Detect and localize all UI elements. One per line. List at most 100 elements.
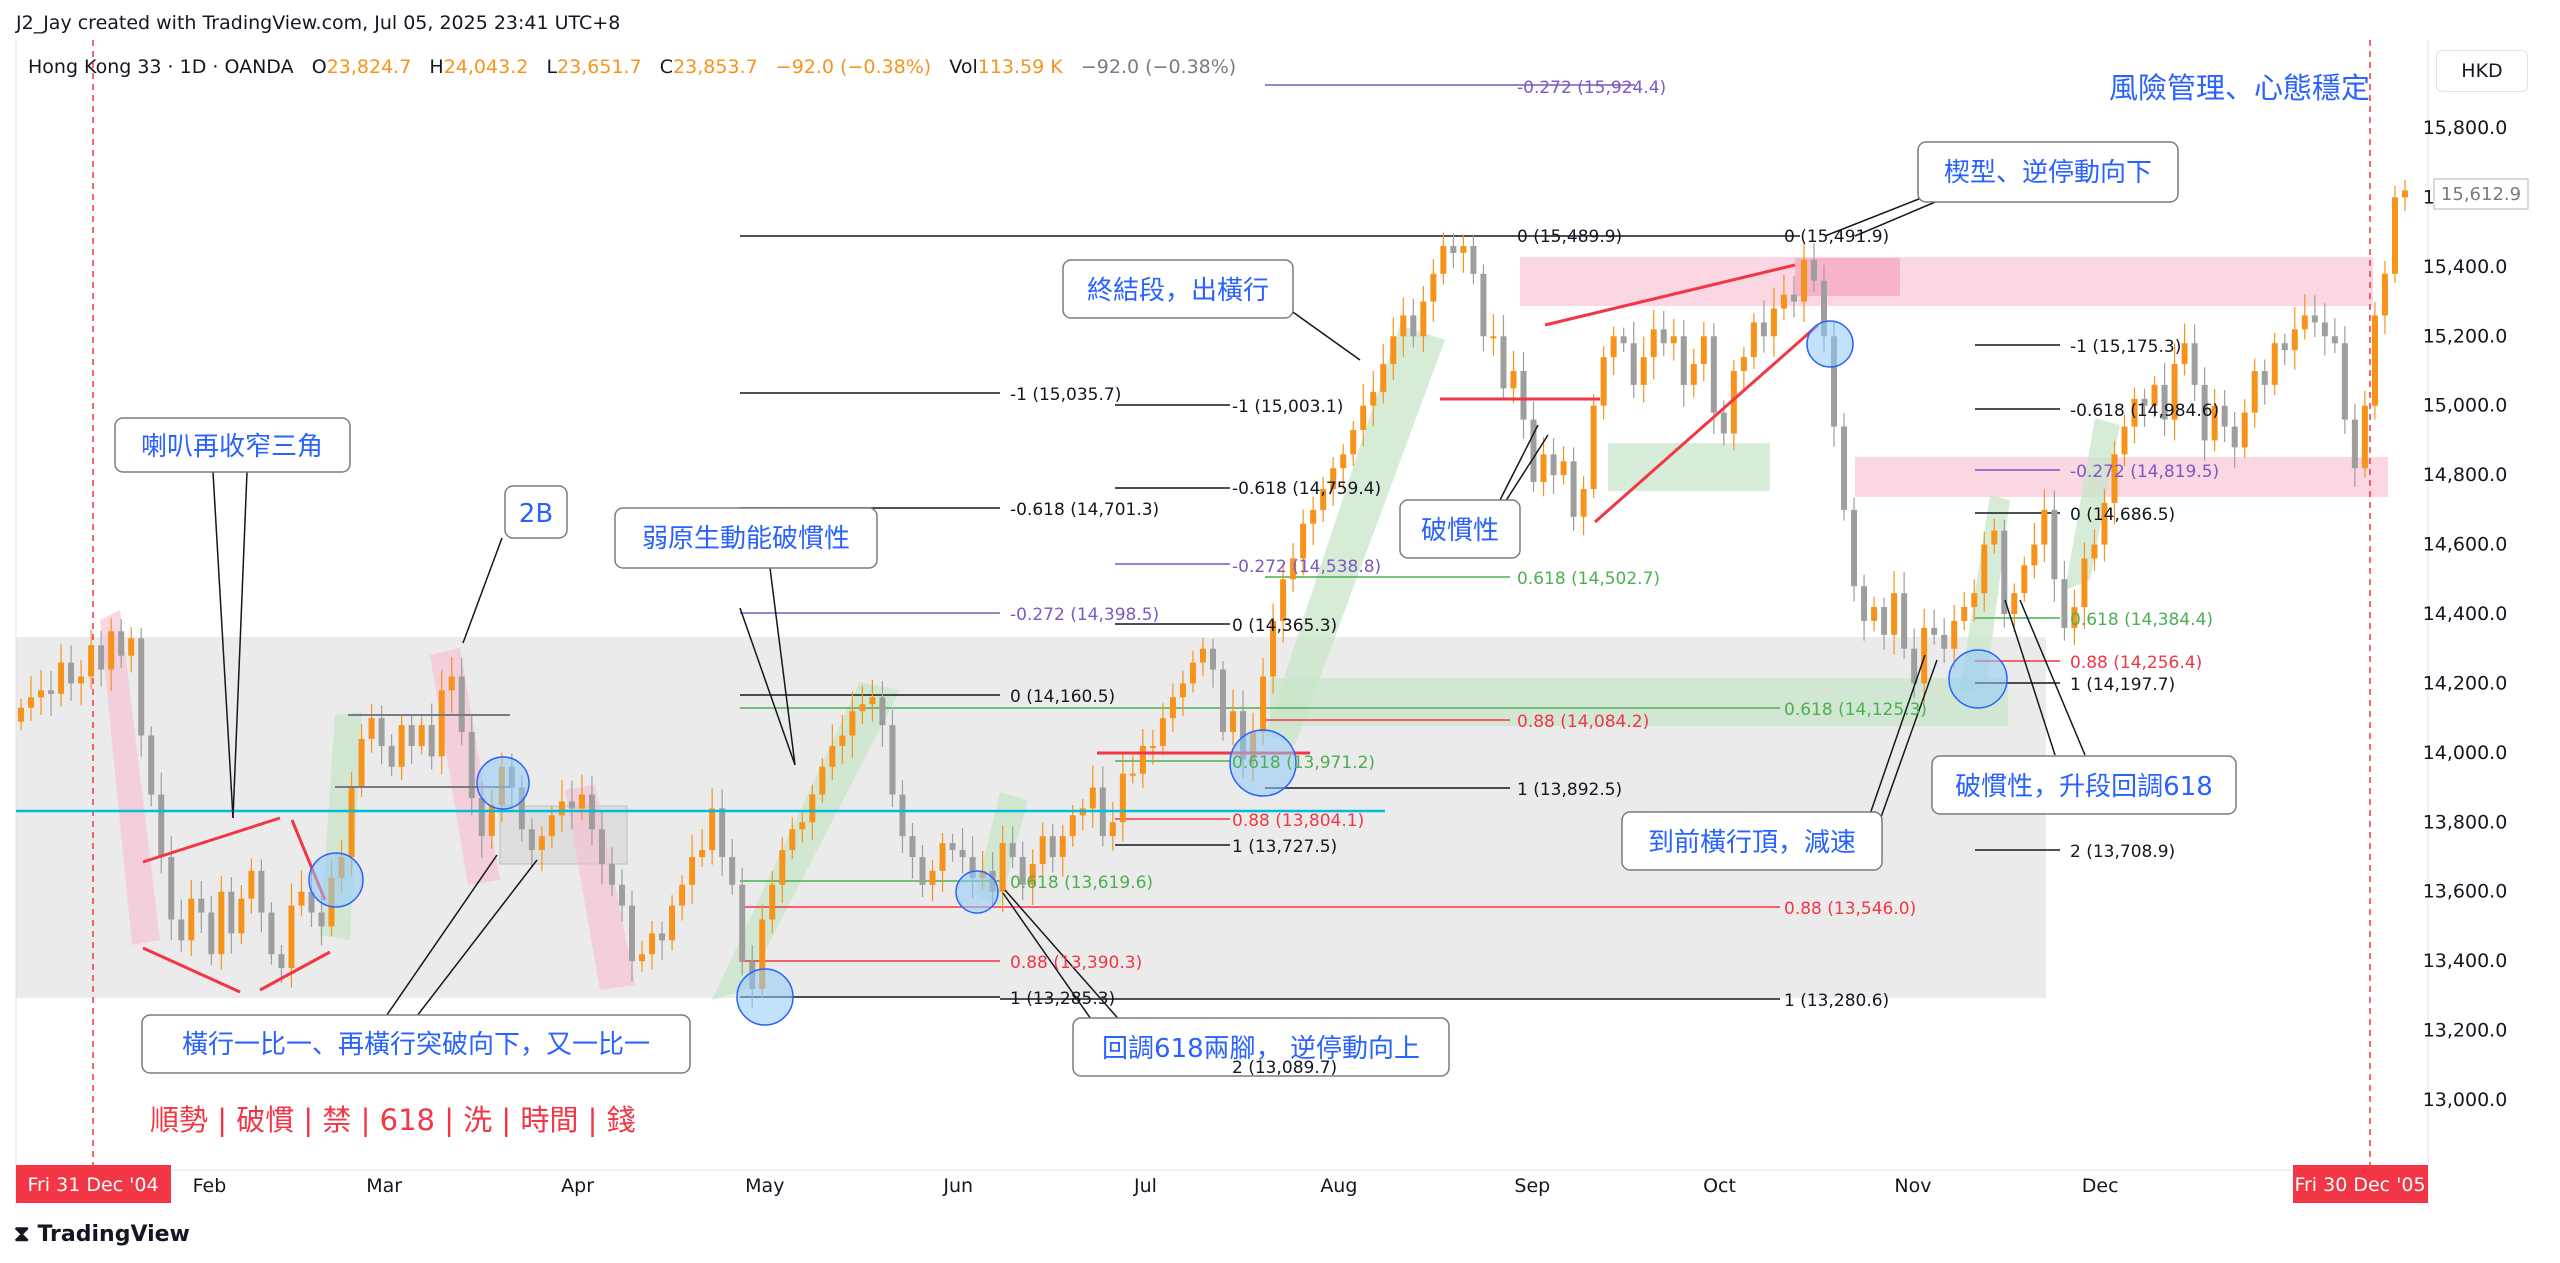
- candle-body: [178, 919, 185, 941]
- candle-body: [1640, 357, 1647, 385]
- candle-body: [118, 631, 125, 656]
- candle-body: [689, 857, 696, 885]
- candle-body: [1560, 461, 1567, 476]
- candle-body: [68, 662, 75, 684]
- volume-label: Vol: [949, 56, 978, 78]
- candle-body: [1490, 336, 1497, 339]
- symbol-legend: Hong Kong 33 · 1D · OANDA O23,824.7 H24,…: [28, 56, 1236, 78]
- wedge-lower-line: [1594, 323, 1819, 524]
- touch-circles: [308, 320, 2008, 1026]
- price-tick-label: 13,600.0: [2423, 881, 2508, 903]
- candle-body: [428, 725, 435, 757]
- price-tick-label: 13,200.0: [2423, 1020, 2508, 1042]
- price-tick-label: 15,200.0: [2423, 325, 2508, 347]
- candle-body: [318, 912, 325, 927]
- candle-body: [2201, 384, 2208, 441]
- candle-body: [2141, 398, 2148, 406]
- candle-body: [398, 725, 405, 767]
- candle-body: [839, 735, 846, 746]
- candle-body: [1580, 489, 1587, 517]
- open-label: O: [311, 56, 327, 78]
- candle-body: [38, 690, 45, 698]
- time-tick-label: Jul: [1133, 1175, 1157, 1197]
- candle-body: [629, 905, 636, 962]
- candle-body: [759, 919, 766, 989]
- candle-body: [1590, 405, 1597, 490]
- candle-body: [348, 787, 355, 857]
- candle-body: [2001, 530, 2008, 614]
- price-tick-label: 13,400.0: [2423, 950, 2508, 972]
- callout-2b-text: 2B: [519, 499, 553, 529]
- low-value: 23,651.7: [557, 56, 642, 78]
- candle-body: [2321, 322, 2328, 337]
- candle-body: [1800, 259, 1807, 302]
- time-tick-label: Jun: [942, 1175, 973, 1197]
- candle-body: [1710, 336, 1717, 413]
- candle-body: [2181, 343, 2188, 365]
- pointer-line: [409, 859, 538, 1026]
- wedge-upper-line: [1544, 263, 1796, 327]
- tradingview-logo[interactable]: ⧗ TradingView: [14, 1222, 190, 1247]
- candle-body: [1149, 745, 1156, 748]
- candle-body: [999, 843, 1006, 892]
- fib-label: -0.272 (14,398.5): [1010, 605, 1159, 625]
- candle-body: [528, 829, 535, 851]
- candle-body: [2171, 364, 2178, 420]
- candle-body: [969, 857, 976, 878]
- candle-body: [598, 829, 605, 864]
- candle-body: [729, 857, 736, 885]
- pointer-line: [1854, 199, 1941, 237]
- time-tick-label: Dec: [2082, 1175, 2119, 1197]
- pointer-line: [1879, 659, 1938, 821]
- resistance-zone-top: [1520, 257, 2373, 306]
- touch-circle: [1806, 320, 1854, 368]
- low-label: L: [546, 56, 558, 78]
- fib-label: 2 (13,089.7): [1232, 1058, 1337, 1078]
- candle-body: [158, 794, 165, 857]
- callout-wedge-text: 楔型、逆停動向下: [1944, 158, 2152, 188]
- candle-body: [1620, 336, 1627, 344]
- candle-body: [829, 745, 836, 767]
- candle-body: [358, 738, 365, 788]
- symbol-name[interactable]: Hong Kong 33 · 1D · OANDA: [28, 56, 294, 78]
- touch-circle: [1948, 649, 2008, 709]
- candle-body: [799, 822, 806, 830]
- candle-body: [1400, 315, 1407, 337]
- resistance-zone-mid: [1855, 457, 2388, 497]
- candle-body: [1780, 294, 1787, 309]
- candle-body: [1891, 593, 1898, 635]
- candle-body: [288, 905, 295, 969]
- pointer-line: [232, 471, 248, 819]
- price-tick-label: 14,400.0: [2423, 603, 2508, 625]
- candle-body: [2021, 565, 2028, 594]
- candle-body: [1610, 336, 1617, 358]
- candle-body: [98, 645, 105, 670]
- time-tick-label: Aug: [1320, 1175, 1357, 1197]
- touch-circle: [308, 852, 364, 908]
- candle-body: [1380, 364, 1387, 392]
- candle-body: [1069, 815, 1076, 837]
- change-value: −92.0 (−0.38%): [775, 56, 932, 78]
- wave-down-mar2: [565, 785, 635, 990]
- candle-body: [1901, 593, 1908, 649]
- fib-label: 0.618 (14,125.3): [1784, 700, 1927, 720]
- candle-body: [278, 954, 285, 969]
- candle-body: [188, 898, 195, 941]
- pointer-line: [379, 854, 498, 1026]
- candle-body: [1931, 627, 1938, 635]
- candle-body: [1810, 259, 1817, 281]
- candle-body: [869, 697, 876, 705]
- pointer-line: [212, 471, 234, 819]
- candle-body: [1139, 745, 1146, 774]
- fib-label: 1 (13,892.5): [1517, 780, 1622, 800]
- wave-up-jul: [1265, 325, 1445, 745]
- price-scale[interactable]: 15,800.015,600.015,400.015,200.015,000.0…: [2423, 117, 2508, 1111]
- currency-button[interactable]: HKD: [2436, 50, 2528, 92]
- candle-body: [1821, 280, 1827, 337]
- candle-body: [2281, 343, 2288, 351]
- candle-body: [2381, 273, 2388, 316]
- candle-body: [669, 905, 676, 941]
- candle-body: [809, 794, 816, 823]
- time-scale[interactable]: Feb Mar Apr May Jun Jul Aug Sep Oct Nov Dec: [193, 1175, 2119, 1197]
